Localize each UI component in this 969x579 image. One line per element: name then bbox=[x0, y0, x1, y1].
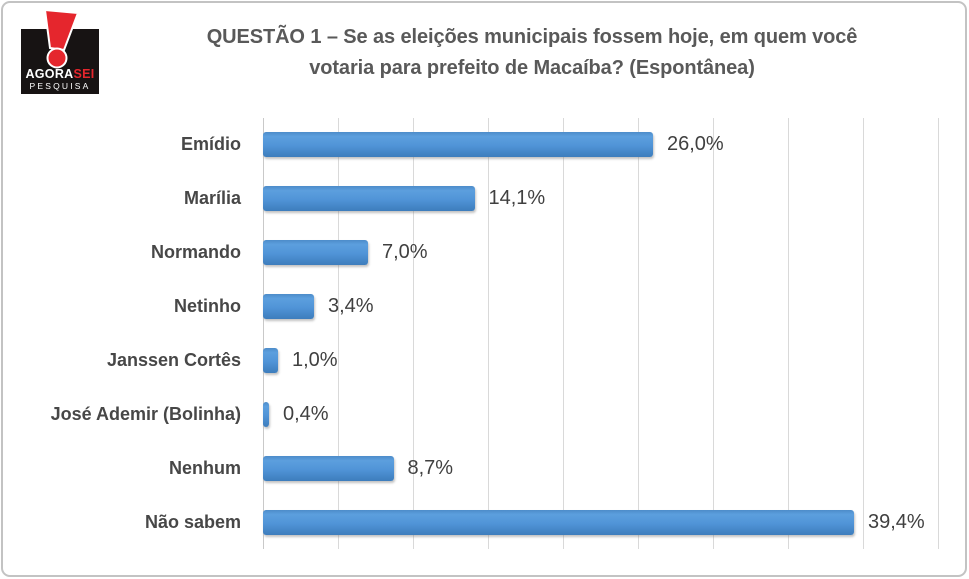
exclamation-logo-icon: AGORASEI PESQUISA bbox=[21, 8, 99, 94]
category-label: Netinho bbox=[174, 296, 241, 317]
svg-text:AGORASEI: AGORASEI bbox=[25, 67, 94, 81]
chart-row: Normando 7,0% bbox=[151, 226, 938, 280]
chart-row: Não sabem 39,4% bbox=[145, 495, 938, 549]
gridline bbox=[413, 118, 414, 549]
chart-row: Marília 14,1% bbox=[184, 172, 938, 226]
logo-brand-top: AGORA bbox=[25, 67, 73, 81]
bar bbox=[263, 401, 269, 427]
bar bbox=[263, 347, 278, 373]
gridline bbox=[563, 118, 564, 549]
y-axis-line bbox=[263, 118, 264, 549]
value-label: 14,1% bbox=[488, 187, 546, 210]
bar bbox=[263, 455, 394, 481]
gridline bbox=[638, 118, 639, 549]
category-label: José Ademir (Bolinha) bbox=[50, 403, 241, 424]
value-label: 0,4% bbox=[283, 402, 329, 425]
chart-row: Emídio 26,0% bbox=[181, 118, 938, 172]
gridline bbox=[338, 118, 339, 549]
plot-area: Emídio 26,0% Marília 14,1% Normando 7,0% Netin… bbox=[51, 118, 939, 549]
value-label: 8,7% bbox=[407, 456, 454, 479]
logo-brand-bottom: PESQUISA bbox=[29, 81, 90, 91]
bar bbox=[263, 294, 314, 320]
chart-row: Nenhum 8,7% bbox=[169, 441, 938, 495]
agora-sei-logo: AGORASEI PESQUISA bbox=[17, 8, 103, 98]
gridline bbox=[488, 118, 489, 549]
bar bbox=[263, 509, 854, 535]
category-label: Nenhum bbox=[169, 457, 241, 478]
value-label: 7,0% bbox=[382, 241, 428, 264]
bar bbox=[263, 186, 475, 212]
chart-row: Netinho 3,4% bbox=[174, 280, 938, 334]
chart-row: Janssen Cortês 1,0% bbox=[107, 334, 938, 388]
category-label: Normando bbox=[151, 242, 241, 263]
category-label: Emídio bbox=[180, 134, 241, 155]
gridline bbox=[788, 118, 789, 549]
value-label: 1,0% bbox=[292, 348, 338, 371]
category-label: Marília bbox=[183, 188, 241, 209]
chart-title-line-1: QUESTÃO 1 – Se as eleições municipais fo… bbox=[206, 26, 858, 48]
category-label: Não sabem bbox=[144, 511, 241, 532]
chart-row: José Ademir (Bolinha) 0,4% bbox=[51, 387, 938, 441]
chart-title-line-2: votaria para prefeito de Macaíba? (Espon… bbox=[309, 57, 755, 79]
value-label: 3,4% bbox=[328, 295, 374, 318]
bar bbox=[263, 132, 653, 158]
value-label: 39,4% bbox=[868, 510, 925, 533]
chart-title: QUESTÃO 1 – Se as eleições municipais fo… bbox=[111, 22, 953, 84]
gridline bbox=[938, 118, 939, 549]
gridline bbox=[863, 118, 864, 549]
category-label: Janssen Cortês bbox=[106, 349, 241, 370]
logo-brand-accent: SEI bbox=[73, 67, 94, 81]
value-label: 26,0% bbox=[667, 133, 724, 156]
gridline bbox=[713, 118, 714, 549]
bar bbox=[263, 240, 368, 266]
